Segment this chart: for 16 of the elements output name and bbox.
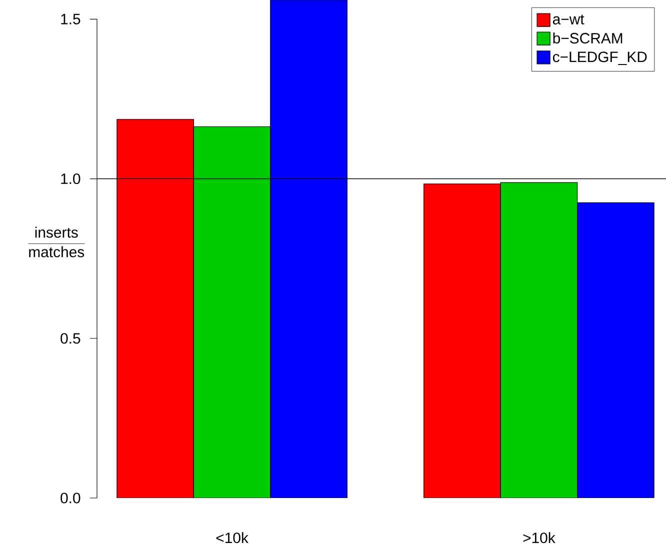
y-tick-label: 1.5	[61, 14, 80, 24]
bar	[500, 182, 578, 498]
y-tick-label: 0.5	[60, 333, 80, 344]
legend-label: a−wt	[552, 14, 584, 24]
x-tick-label: <10k	[216, 532, 248, 544]
x-tick-label: >10k	[523, 532, 556, 544]
legend-label: b−SCRAM	[553, 32, 622, 44]
bar	[424, 184, 501, 498]
legend-label: c−LEDGF_KD	[552, 52, 647, 65]
bar	[270, 0, 348, 498]
y-axis-title: $\frac{\mathrm{inserts}}{\mathrm{matches}}$	[28, 226, 85, 258]
y-tick-label: 1.0	[61, 173, 80, 184]
bar	[116, 119, 194, 498]
y-tick-label: 0.0	[60, 492, 80, 504]
bar	[577, 202, 654, 498]
bar	[193, 126, 271, 498]
